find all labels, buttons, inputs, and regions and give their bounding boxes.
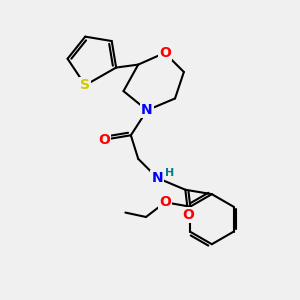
Text: N: N: [141, 103, 153, 117]
Text: H: H: [165, 168, 174, 178]
Text: O: O: [182, 208, 194, 222]
Text: O: O: [159, 195, 171, 209]
Text: O: O: [98, 133, 110, 147]
Text: S: S: [80, 78, 90, 92]
Text: N: N: [152, 171, 163, 185]
Text: O: O: [159, 46, 171, 60]
